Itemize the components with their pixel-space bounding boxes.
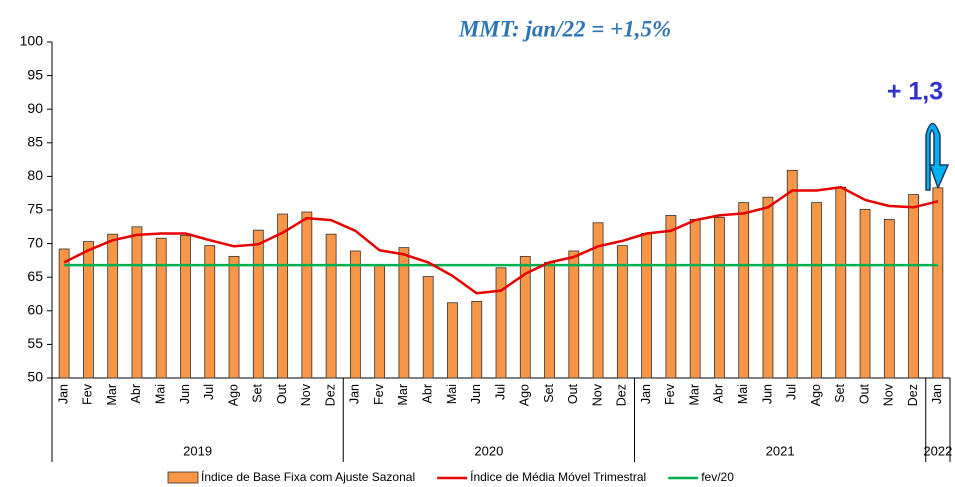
x-tick-label: Jul [785,384,799,400]
y-tick-label: 75 [27,201,43,217]
x-tick-label: Ago [518,384,532,406]
x-tick-label: Abr [420,384,434,403]
bar [325,233,337,379]
group-label: 2020 [474,443,503,458]
x-tick-label: Jul [202,384,216,400]
x-tick-label: Dez [323,384,337,406]
y-tick-label: 60 [27,302,43,318]
bar [204,245,216,379]
y-tick-label: 100 [20,33,44,49]
bar [228,255,240,379]
bar [883,219,895,379]
x-tick-label: Nov [299,383,313,406]
x-tick-label: Nov [882,383,896,406]
x-tick-label: Mai [154,384,168,404]
x-tick-label: Jan [930,384,944,404]
x-tick-label: Fev [663,383,677,405]
x-tick-label: Out [857,383,871,404]
x-tick-label: Mar [687,384,701,406]
legend-label: Índice de Média Móvel Trimestral [470,469,646,484]
bar [689,219,701,379]
x-tick-label: Mai [445,384,459,404]
bar [665,214,677,379]
x-tick-label: Abr [712,384,726,403]
x-tick-label: Ago [809,384,823,406]
bar [131,226,143,379]
bar [495,267,507,379]
x-tick-label: Jul [493,384,507,400]
legend-label: Índice de Base Fixa com Ajuste Sazonal [201,469,415,484]
x-tick-label: Dez [906,384,920,406]
bar [447,302,458,379]
bar [519,255,531,379]
bar [422,276,434,379]
x-tick-label: Out [566,383,580,404]
y-tick-label: 85 [27,134,43,150]
y-tick-label: 65 [27,268,43,284]
arrow-icon [925,122,950,191]
bar [859,208,871,379]
x-tick-label: Mai [736,384,750,404]
y-tick-label: 80 [27,167,43,183]
chart-title: MMT: jan/22 = +1,5% [458,16,671,41]
bar [180,235,191,379]
y-tick-label: 55 [27,335,43,351]
x-tick-label: Set [833,383,847,402]
x-tick-label: Dez [615,384,629,406]
bar [301,211,313,379]
legend-label: fev/20 [701,470,734,484]
bar [252,229,264,379]
bar [471,300,483,379]
x-tick-label: Jun [469,384,483,404]
x-tick-label: Nov [590,383,604,406]
bar [544,262,555,379]
bar [616,245,628,379]
bar [714,216,725,379]
x-tick-label: Ago [226,384,240,406]
bar [908,194,919,379]
y-tick-label: 50 [27,369,43,385]
bar [932,187,944,379]
bar [374,264,386,379]
x-tick-label: Jun [178,384,192,404]
x-tick-label: Jun [760,384,774,404]
annotation: + 1,3 [887,78,943,106]
group-label: 2021 [766,443,795,458]
x-tick-label: Fev [81,383,95,405]
bar [786,169,798,379]
bar [568,250,580,379]
x-tick-label: Mar [105,384,119,406]
y-tick-label: 95 [27,66,43,82]
x-tick-label: Abr [129,384,143,403]
x-tick-label: Set [251,383,265,402]
bar [592,222,604,379]
bar [811,202,822,379]
y-tick-label: 90 [27,100,43,116]
legend-swatch [167,471,199,484]
bar [155,237,167,379]
x-tick-label: Set [542,383,556,402]
x-tick-label: Jan [639,384,653,404]
bar [641,233,653,379]
group-label: 2019 [183,443,212,458]
bar [107,233,119,379]
bar [835,186,847,379]
x-tick-label: Fev [372,383,386,405]
bar [83,241,94,379]
y-tick-label: 70 [27,234,43,250]
bar [762,196,774,379]
bar [398,247,410,379]
x-tick-label: Jan [56,384,70,404]
bar [349,250,361,379]
bar [277,213,288,379]
bar [58,248,70,379]
line-series [63,185,939,295]
group-label: 2022 [923,443,952,458]
bar [738,202,750,379]
x-tick-label: Jan [348,384,362,404]
x-tick-label: Out [275,383,289,404]
x-tick-label: Mar [396,384,410,406]
